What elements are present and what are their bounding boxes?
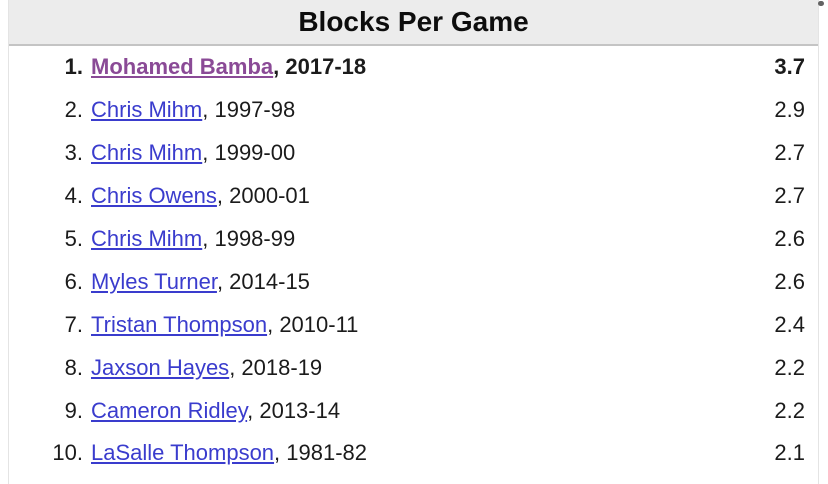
season-label: 1997-98 <box>214 97 296 123</box>
player-link[interactable]: Chris Mihm <box>91 226 203 251</box>
separator: , <box>216 268 230 294</box>
separator: , <box>273 54 286 80</box>
season-label: 2010-11 <box>279 311 359 337</box>
table-row: 4. Chris Owens, 2000-01 2.7 <box>9 175 818 218</box>
separator: , <box>274 440 287 466</box>
season-label: 2014-15 <box>229 268 310 294</box>
table-row: 7. Tristan Thompson, 2010-11 2.4 <box>9 303 818 346</box>
row-entry: Jaxson Hayes, 2018-19 <box>91 355 322 381</box>
row-entry: Myles Turner, 2014-15 <box>91 269 310 295</box>
player-link[interactable]: LaSalle Thompson <box>91 440 275 466</box>
table-title: Blocks Per Game <box>9 0 818 46</box>
separator: , <box>216 183 230 209</box>
rank-label: 4. <box>64 183 83 209</box>
leaderboard-table: Blocks Per Game 1. Mohamed Bamba, 2017-1… <box>8 0 819 484</box>
rank-label: 10. <box>52 440 83 466</box>
rank-label: 1. <box>64 54 83 80</box>
row-entry: Tristan Thompson, 2010-11 <box>91 312 358 338</box>
table-row: 9. Cameron Ridley, 2013-14 2.2 <box>9 389 818 432</box>
table-row: 6. Myles Turner, 2014-15 2.6 <box>9 260 818 303</box>
season-label: 1998-99 <box>214 226 296 251</box>
row-entry: Chris Mihm, 1999-00 <box>91 140 295 166</box>
rank-label: 2. <box>64 97 83 123</box>
separator: , <box>202 226 215 251</box>
rank-label: 5. <box>64 226 83 251</box>
season-label: 2017-18 <box>285 54 367 80</box>
value-label: 2.2 <box>774 397 805 423</box>
row-entry: Mohamed Bamba, 2017-18 <box>91 54 366 80</box>
separator: , <box>267 311 280 337</box>
scrollbar-thumb-icon[interactable] <box>818 1 824 6</box>
value-label: 2.4 <box>774 311 805 337</box>
row-entry: Chris Mihm, 1998-99 <box>91 226 295 252</box>
value-label: 2.1 <box>774 440 805 466</box>
value-label: 2.7 <box>774 140 805 166</box>
row-entry: Chris Mihm, 1997-98 <box>91 97 295 123</box>
separator: , <box>202 140 215 166</box>
player-link[interactable]: Mohamed Bamba <box>91 54 274 80</box>
table-row: 1. Mohamed Bamba, 2017-18 3.7 <box>9 46 818 89</box>
player-link[interactable]: Cameron Ridley <box>91 397 248 423</box>
player-link[interactable]: Tristan Thompson <box>91 311 268 337</box>
row-entry: Chris Owens, 2000-01 <box>91 183 310 209</box>
rank-label: 9. <box>64 397 83 423</box>
table-row: 5. Chris Mihm, 1998-99 2.6 <box>9 218 818 261</box>
row-entry: LaSalle Thompson, 1981-82 <box>91 440 367 466</box>
player-link[interactable]: Chris Mihm <box>91 97 203 123</box>
value-label: 3.7 <box>774 54 805 80</box>
leaderboard-rows: 1. Mohamed Bamba, 2017-18 3.7 2. Chris M… <box>9 46 818 475</box>
season-label: 2000-01 <box>229 183 310 209</box>
table-row: 10. LaSalle Thompson, 1981-82 2.1 <box>9 432 818 475</box>
player-link[interactable]: Chris Mihm <box>91 140 203 166</box>
season-label: 2013-14 <box>259 397 341 423</box>
season-label: 2018-19 <box>241 354 323 380</box>
rank-label: 3. <box>64 140 83 166</box>
rank-label: 8. <box>64 354 83 380</box>
value-label: 2.6 <box>774 268 805 294</box>
value-label: 2.9 <box>774 97 805 123</box>
player-link[interactable]: Myles Turner <box>91 268 217 294</box>
rank-label: 7. <box>64 311 83 337</box>
value-label: 2.6 <box>774 226 805 251</box>
player-link[interactable]: Chris Owens <box>91 183 217 209</box>
separator: , <box>229 354 242 380</box>
player-link[interactable]: Jaxson Hayes <box>91 354 230 380</box>
row-entry: Cameron Ridley, 2013-14 <box>91 398 340 424</box>
value-label: 2.2 <box>774 354 805 380</box>
table-row: 2. Chris Mihm, 1997-98 2.9 <box>9 89 818 132</box>
season-label: 1981-82 <box>286 440 368 466</box>
table-row: 8. Jaxson Hayes, 2018-19 2.2 <box>9 346 818 389</box>
season-label: 1999-00 <box>214 140 296 166</box>
value-label: 2.7 <box>774 183 805 209</box>
rank-label: 6. <box>64 268 83 294</box>
separator: , <box>247 397 260 423</box>
separator: , <box>202 97 215 123</box>
table-row: 3. Chris Mihm, 1999-00 2.7 <box>9 132 818 175</box>
